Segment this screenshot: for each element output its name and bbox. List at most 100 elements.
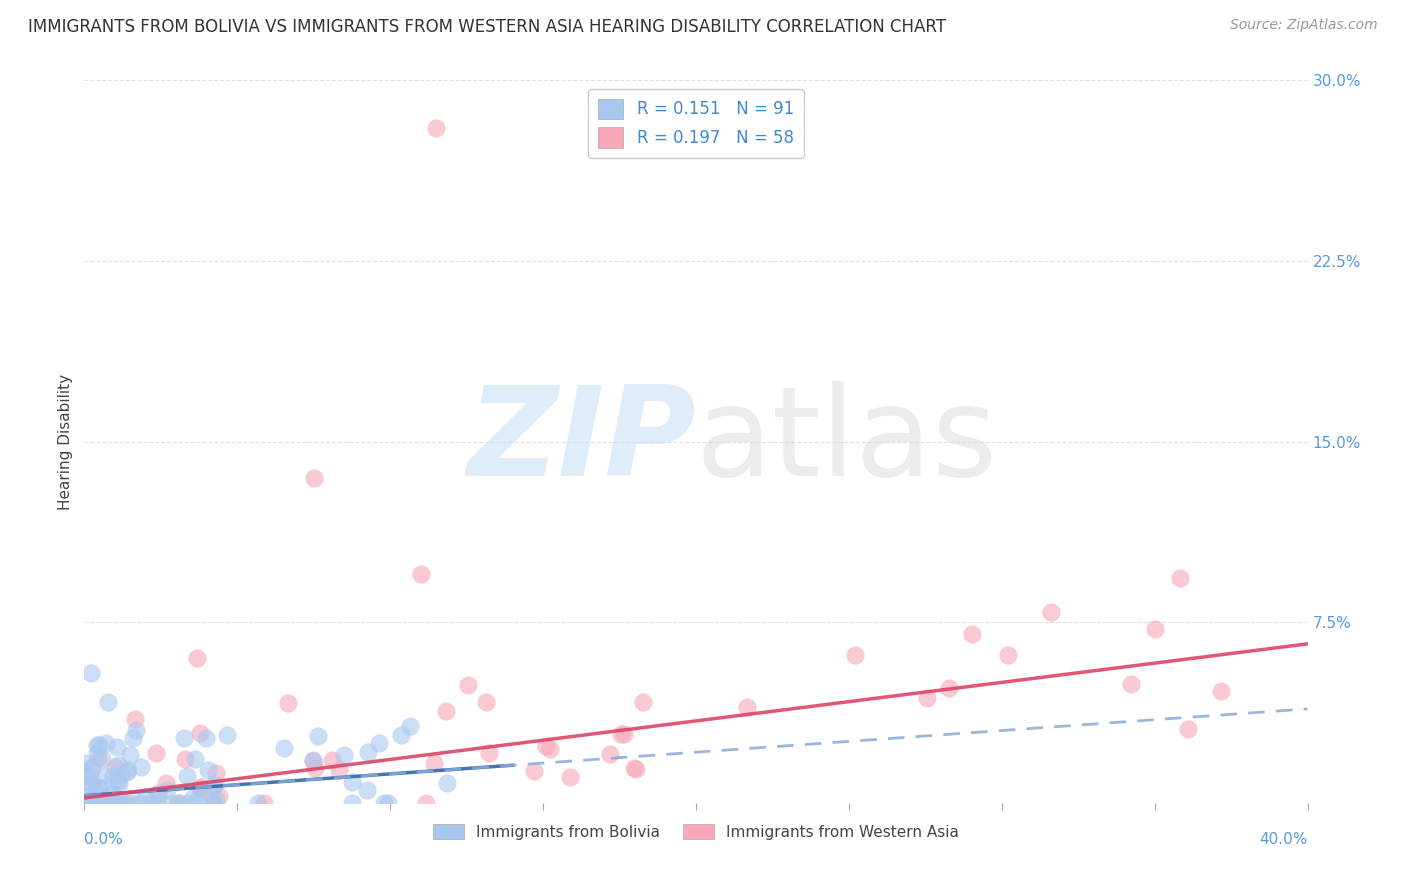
Point [321, 753, 343, 767]
Point [146, 796, 169, 810]
Point [1040, 605, 1063, 619]
Point [302, 471, 325, 485]
Point [356, 782, 378, 797]
Point [84, 784, 107, 798]
Point [423, 756, 446, 770]
Point [415, 796, 437, 810]
Point [86, 746, 108, 760]
Point [94, 769, 117, 783]
Point [97, 695, 120, 709]
Point [79, 666, 101, 681]
Point [197, 764, 219, 778]
Point [340, 796, 363, 810]
Point [174, 752, 197, 766]
Point [98, 796, 121, 810]
Point [96, 796, 118, 810]
Point [145, 746, 167, 760]
Point [145, 788, 167, 802]
Point [80, 761, 103, 775]
Point [125, 723, 148, 738]
Text: 40.0%: 40.0% [1260, 831, 1308, 847]
Y-axis label: Hearing Disability: Hearing Disability [58, 374, 73, 509]
Point [100, 786, 122, 800]
Point [115, 796, 138, 810]
Point [301, 754, 323, 768]
Point [100, 796, 122, 810]
Point [193, 788, 215, 802]
Text: Source: ZipAtlas.com: Source: ZipAtlas.com [1230, 18, 1378, 32]
Point [357, 745, 380, 759]
Point [844, 648, 866, 662]
Point [115, 765, 138, 780]
Point [599, 747, 621, 762]
Point [90, 752, 112, 766]
Point [184, 752, 207, 766]
Point [80, 796, 103, 810]
Point [100, 796, 122, 810]
Text: ZIP: ZIP [467, 381, 696, 502]
Point [186, 650, 208, 665]
Legend: Immigrants from Bolivia, Immigrants from Western Asia: Immigrants from Bolivia, Immigrants from… [427, 818, 965, 846]
Point [107, 758, 129, 772]
Text: 0.0%: 0.0% [84, 831, 124, 847]
Point [79, 796, 101, 810]
Point [86, 780, 108, 794]
Point [87, 796, 110, 810]
Point [201, 796, 224, 810]
Point [215, 728, 238, 742]
Point [205, 792, 228, 806]
Point [75, 756, 97, 770]
Point [77, 796, 100, 810]
Point [190, 780, 212, 794]
Point [273, 741, 295, 756]
Point [538, 741, 561, 756]
Point [176, 769, 198, 783]
Point [76, 796, 98, 810]
Point [187, 792, 209, 806]
Point [938, 681, 960, 695]
Point [201, 779, 224, 793]
Point [77, 789, 100, 803]
Point [246, 796, 269, 810]
Point [167, 796, 190, 810]
Point [110, 768, 132, 782]
Point [409, 567, 432, 582]
Point [560, 771, 582, 785]
Point [87, 738, 110, 752]
Point [107, 796, 129, 810]
Point [399, 718, 422, 732]
Point [104, 760, 127, 774]
Point [82, 796, 104, 810]
Point [100, 796, 122, 810]
Point [121, 731, 143, 745]
Point [108, 777, 131, 791]
Point [367, 736, 389, 750]
Point [183, 791, 205, 805]
Point [475, 695, 498, 709]
Point [129, 760, 152, 774]
Point [613, 727, 636, 741]
Point [633, 695, 655, 709]
Point [307, 729, 329, 743]
Point [118, 747, 141, 762]
Point [434, 704, 457, 718]
Point [82, 796, 104, 810]
Point [105, 796, 128, 810]
Point [304, 761, 326, 775]
Point [332, 747, 354, 762]
Point [87, 750, 110, 764]
Point [75, 769, 97, 783]
Point [277, 697, 299, 711]
Point [105, 740, 128, 755]
Point [523, 764, 546, 779]
Point [176, 796, 198, 810]
Point [100, 787, 122, 801]
Point [86, 738, 108, 752]
Point [425, 121, 447, 136]
Point [201, 796, 224, 810]
Point [1144, 622, 1167, 636]
Point [167, 796, 190, 810]
Point [79, 769, 101, 783]
Point [80, 775, 103, 789]
Point [94, 736, 117, 750]
